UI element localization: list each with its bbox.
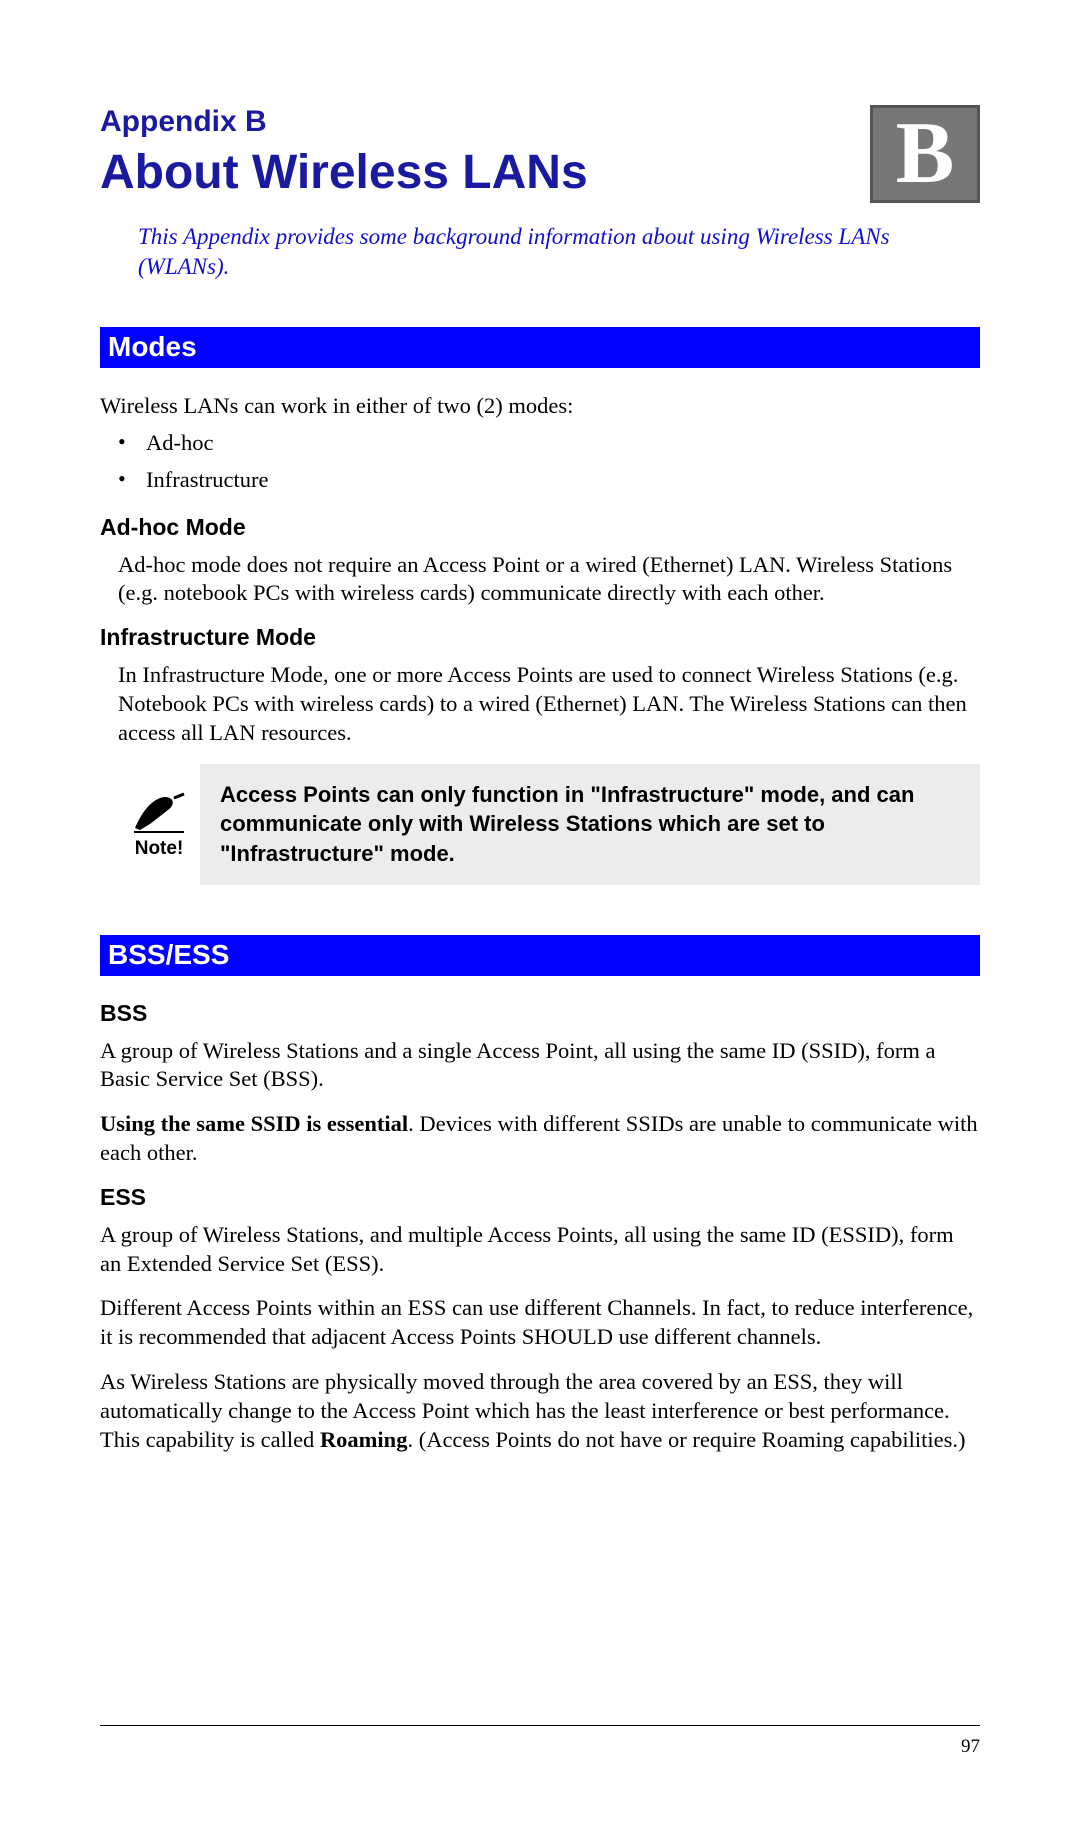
ess-p1: A group of Wireless Stations, and multip… [100, 1221, 980, 1279]
header-row: Appendix B About Wireless LANs B [100, 105, 980, 222]
note-label: Note! [135, 838, 184, 860]
infra-block: In Infrastructure Mode, one or more Acce… [118, 661, 980, 747]
bss-p2: Using the same SSID is essential. Device… [100, 1110, 980, 1168]
ess-p3: As Wireless Stations are physically move… [100, 1368, 980, 1454]
page-container: Appendix B About Wireless LANs B This Ap… [0, 0, 1080, 1530]
ess-heading: ESS [100, 1184, 980, 1211]
section-bar-modes: Modes [100, 327, 980, 368]
adhoc-text: Ad-hoc mode does not require an Access P… [118, 551, 980, 609]
section-bar-bssess: BSS/ESS [100, 935, 980, 976]
bss-heading: BSS [100, 1000, 980, 1027]
ess-p3-b: . (Access Points do not have or require … [407, 1427, 965, 1452]
infra-text: In Infrastructure Mode, one or more Acce… [118, 661, 980, 747]
modes-intro: Wireless LANs can work in either of two … [100, 392, 980, 421]
adhoc-block: Ad-hoc mode does not require an Access P… [118, 551, 980, 609]
intro-text: This Appendix provides some background i… [138, 222, 898, 282]
appendix-label: Appendix B [100, 105, 850, 139]
note-icon-column: Note! [118, 764, 200, 885]
footer-rule [100, 1725, 980, 1726]
note-content: Access Points can only function in "Infr… [200, 764, 980, 885]
ess-p2: Different Access Points within an ESS ca… [100, 1294, 980, 1352]
adhoc-heading: Ad-hoc Mode [100, 514, 980, 541]
modes-bullet-list: Ad-hoc Infrastructure [100, 427, 980, 496]
ess-p3-bold: Roaming [320, 1427, 408, 1452]
bss-p2-bold: Using the same SSID is essential [100, 1111, 408, 1136]
page-title: About Wireless LANs [100, 145, 850, 200]
infra-heading: Infrastructure Mode [100, 624, 980, 651]
header-text-block: Appendix B About Wireless LANs [100, 105, 850, 222]
appendix-badge: B [870, 105, 980, 203]
hand-pen-icon [130, 792, 188, 836]
list-item: Ad-hoc [100, 427, 980, 459]
list-item: Infrastructure [100, 464, 980, 496]
note-box: Note! Access Points can only function in… [118, 764, 980, 885]
page-number: 97 [961, 1736, 980, 1758]
badge-letter: B [896, 110, 955, 198]
bss-p1: A group of Wireless Stations and a singl… [100, 1037, 980, 1095]
